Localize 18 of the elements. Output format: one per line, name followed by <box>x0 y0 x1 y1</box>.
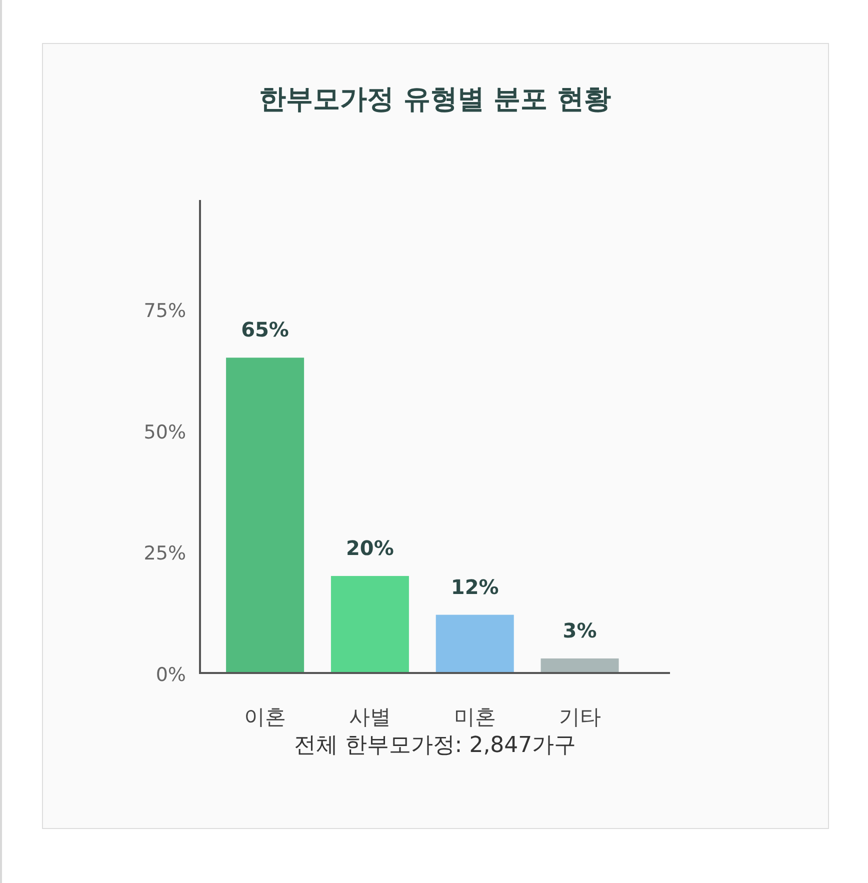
x-tick-label: 이혼 <box>244 705 286 729</box>
x-tick-label: 기타 <box>558 705 601 729</box>
text: 전체 한부모가정: 2,847가구 <box>294 733 576 758</box>
x-tick-label: 미혼 <box>454 705 496 729</box>
data-label: 20% <box>346 536 394 560</box>
bar <box>226 358 304 673</box>
y-tick-label: 75% <box>144 300 186 322</box>
y-tick-label: 0% <box>156 664 186 686</box>
data-label: 65% <box>241 318 289 342</box>
data-label: 3% <box>562 618 597 642</box>
x-tick-label: 사별 <box>348 705 391 729</box>
y-tick-label: 25% <box>144 542 186 565</box>
bar <box>540 658 619 673</box>
bar <box>330 576 409 673</box>
chart-title: 한부모가정 유형별 분포 현황 <box>258 84 612 115</box>
bar <box>436 614 514 673</box>
data-label: 12% <box>450 574 499 599</box>
y-tick-label: 50% <box>144 421 186 444</box>
